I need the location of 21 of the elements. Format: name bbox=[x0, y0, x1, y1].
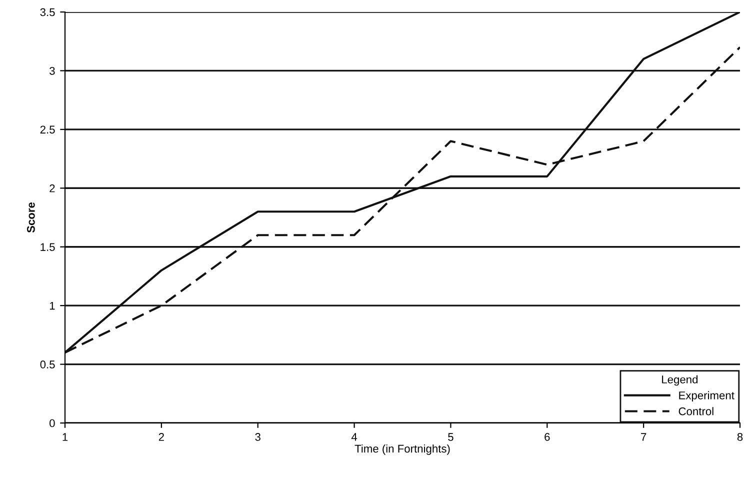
y-tick-label: 3.5 bbox=[40, 8, 55, 16]
x-tick-label: 3 bbox=[255, 433, 260, 441]
y-axis-title: Score bbox=[26, 202, 35, 233]
y-tick-label: 0.5 bbox=[40, 360, 55, 368]
x-tick-label: 6 bbox=[544, 433, 550, 441]
y-tick-label: 3 bbox=[50, 66, 55, 75]
y-tick-label: 1 bbox=[50, 302, 55, 310]
x-tick-label: 8 bbox=[737, 433, 743, 441]
x-axis-title: Time (in Fortnights) bbox=[354, 444, 450, 455]
y-tick-label: 2.5 bbox=[40, 126, 55, 134]
legend-label: Control bbox=[678, 407, 714, 416]
legend-label: Experiment bbox=[679, 391, 734, 402]
x-tick-label: 2 bbox=[158, 433, 164, 441]
y-tick-label: 2 bbox=[50, 184, 55, 192]
x-tick-label: 4 bbox=[351, 433, 358, 441]
y-tick-label: 0 bbox=[50, 419, 55, 428]
y-tick-label: 1.5 bbox=[40, 243, 55, 251]
legend-title: Legend bbox=[662, 375, 698, 386]
x-tick-label: 5 bbox=[448, 433, 454, 441]
x-tick-label: 7 bbox=[641, 433, 646, 441]
x-tick-label: 1 bbox=[62, 433, 68, 441]
